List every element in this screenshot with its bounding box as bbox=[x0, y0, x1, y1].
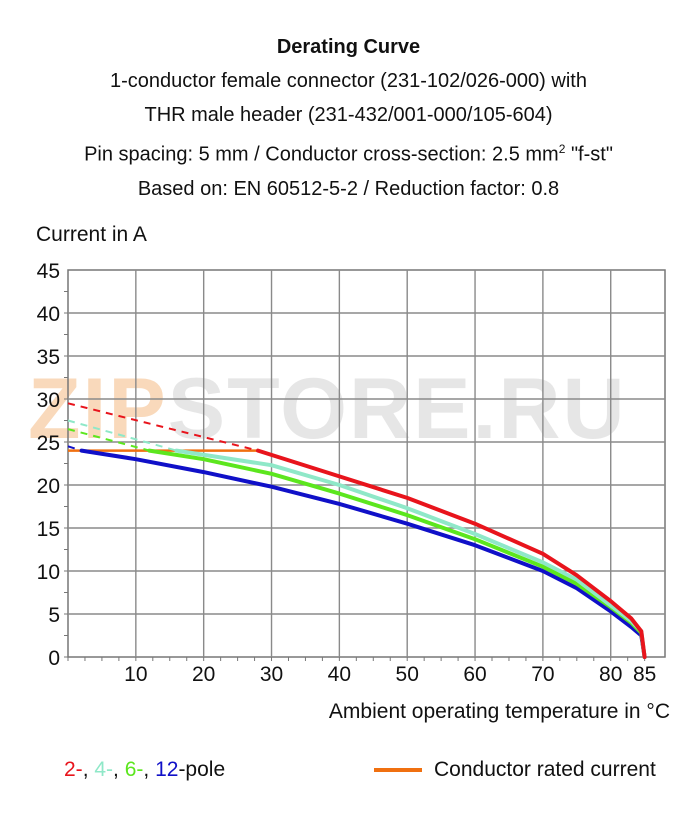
pole-legend: 2-, 4-, 6-, 12-pole bbox=[64, 758, 226, 781]
y-tick-label-30: 30 bbox=[37, 389, 60, 412]
x-tick-label-80: 80 bbox=[599, 663, 622, 686]
x-tick-label-70: 70 bbox=[531, 663, 554, 686]
watermark-rest: STORE.RU bbox=[167, 361, 627, 457]
superscript-2: 2 bbox=[558, 142, 566, 156]
series-6-pole-dashed bbox=[67, 428, 150, 452]
watermark: ZIPSTORE.RU bbox=[28, 360, 627, 459]
chart-subtitle-line-4: Pin spacing: 5 mm / Conductor cross-sect… bbox=[0, 132, 697, 172]
y-tick-label-5: 5 bbox=[48, 604, 60, 627]
x-tick-label-50: 50 bbox=[396, 663, 419, 686]
x-axis-label: Ambient operating temperature in °C bbox=[329, 700, 670, 723]
rated-current-swatch bbox=[374, 768, 422, 772]
legend-item-12-pole: 12 bbox=[155, 758, 179, 781]
chart-subtitle-line-2: 1-conductor female connector (231-102/02… bbox=[110, 70, 587, 92]
x-tick-label-10: 10 bbox=[124, 663, 147, 686]
legend-item-6-pole: 6- bbox=[124, 758, 144, 781]
chart-subtitle-line-5: Based on: EN 60512-5-2 / Reduction facto… bbox=[137, 177, 560, 200]
legend-item-2-pole: 2- bbox=[64, 758, 83, 781]
series-4-pole-dashed bbox=[67, 419, 177, 452]
y-tick-label-25: 25 bbox=[37, 432, 60, 455]
chart-subtitle-line-3: THR male header (231-432/001-000/105-604… bbox=[144, 104, 553, 126]
rated-current-legend: Conductor rated current bbox=[374, 758, 656, 782]
series-6-pole-line bbox=[147, 448, 647, 659]
pin-spacing-text: Pin spacing: 5 mm / Conductor cross-sect… bbox=[84, 143, 559, 166]
rated-current-label: Conductor rated current bbox=[434, 758, 656, 781]
series-12-pole-line bbox=[79, 448, 647, 659]
series-2-pole-dashed bbox=[67, 402, 259, 452]
watermark-accent: ZIP bbox=[28, 361, 168, 457]
f-st-text: "f-st" bbox=[565, 143, 613, 166]
chart-title-block: Derating Curve 1-conductor female connec… bbox=[0, 30, 697, 206]
y-tick-label-35: 35 bbox=[37, 346, 60, 369]
x-tick-label-40: 40 bbox=[328, 663, 351, 686]
series-2-pole-line bbox=[256, 448, 647, 659]
y-tick-label-10: 10 bbox=[37, 561, 60, 584]
legend-item-4-pole: 4- bbox=[94, 758, 114, 781]
x-tick-label-85: 85 bbox=[633, 663, 656, 686]
y-tick-label-15: 15 bbox=[37, 518, 60, 541]
x-tick-label-30: 30 bbox=[260, 663, 283, 686]
y-tick-label-40: 40 bbox=[37, 303, 60, 326]
x-tick-label-60: 60 bbox=[463, 663, 486, 686]
chart-title: Derating Curve bbox=[276, 36, 421, 58]
legend-pole-suffix: -pole bbox=[178, 758, 226, 781]
y-tick-label-45: 45 bbox=[37, 260, 60, 283]
y-tick-label-20: 20 bbox=[37, 475, 60, 498]
y-tick-label-0: 0 bbox=[48, 647, 60, 670]
y-axis-label: Current in A bbox=[36, 223, 147, 246]
series-12-pole-dashed bbox=[67, 445, 82, 452]
x-tick-label-20: 20 bbox=[192, 663, 215, 686]
